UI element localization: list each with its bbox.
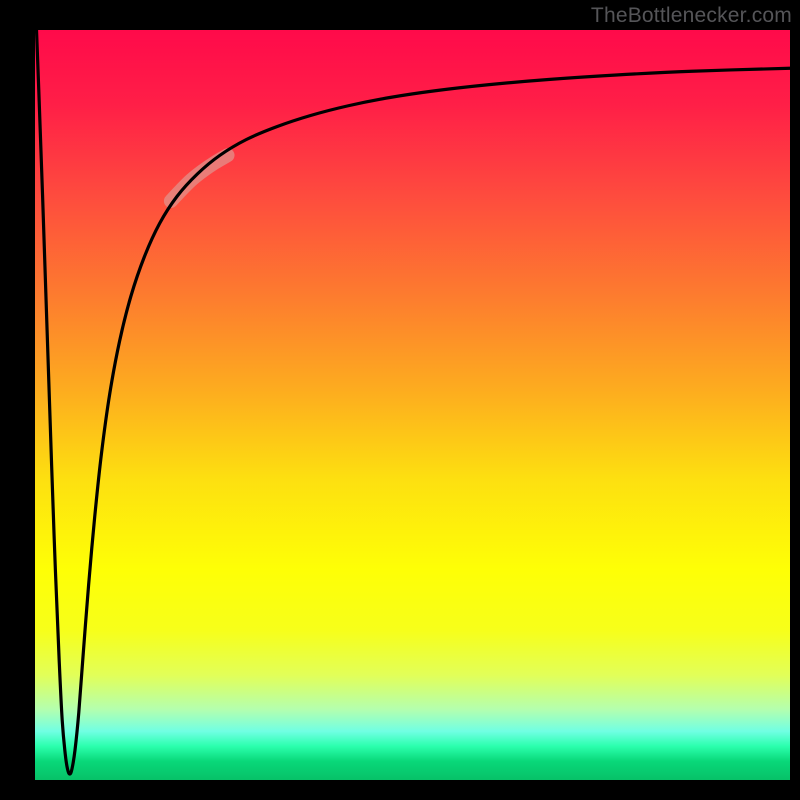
chart-plot-area	[35, 30, 790, 780]
watermark-text: TheBottlenecker.com	[591, 4, 792, 28]
chart-container: TheBottlenecker.com	[0, 0, 800, 800]
bottleneck-curve-chart	[0, 0, 800, 800]
